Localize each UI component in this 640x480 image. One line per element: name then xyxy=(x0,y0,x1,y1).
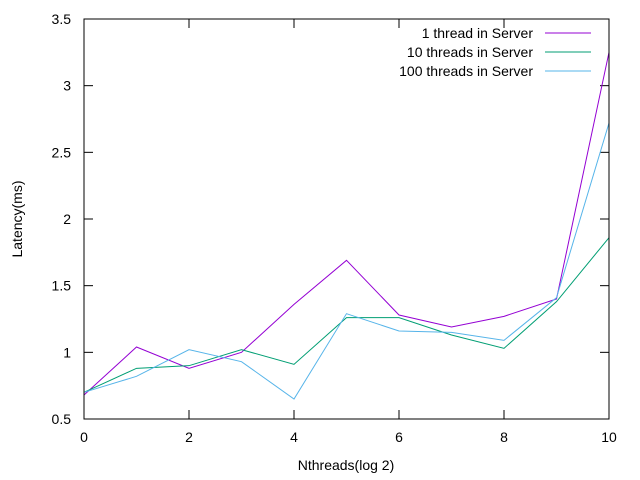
y-axis-label: Latency(ms) xyxy=(9,180,25,257)
y-tick-label: 2 xyxy=(63,211,71,227)
y-tick-label: 1 xyxy=(63,344,71,360)
y-tick-label: 2.5 xyxy=(52,144,72,160)
legend-label-1: 1 thread in Server xyxy=(422,25,534,41)
series-group xyxy=(83,52,610,400)
y-tick-labels: 0.5 1 1.5 2 2.5 3 3.5 xyxy=(52,11,72,427)
x-tick-label: 8 xyxy=(500,429,508,445)
x-tick-label: 4 xyxy=(290,429,298,445)
series-line-3 xyxy=(83,122,610,400)
x-axis-label: Nthreads(log 2) xyxy=(298,457,395,473)
x-tick-label: 0 xyxy=(80,429,88,445)
series-line-1 xyxy=(83,52,610,396)
x-tick-label: 6 xyxy=(395,429,403,445)
y-tick-label: 1.5 xyxy=(52,278,72,294)
plot-frame xyxy=(83,18,610,420)
ticks-group xyxy=(83,18,610,420)
x-tick-labels: 0 2 4 6 8 10 xyxy=(80,429,617,445)
x-tick-label: 2 xyxy=(185,429,193,445)
legend-label-3: 100 threads in Server xyxy=(399,63,533,79)
y-tick-label: 3.5 xyxy=(52,11,72,27)
legend: 1 thread in Server 10 threads in Server 10… xyxy=(399,25,591,79)
x-tick-label: 10 xyxy=(601,429,617,445)
y-tick-label: 3 xyxy=(63,78,71,94)
series-line-2 xyxy=(83,237,610,393)
y-tick-label: 0.5 xyxy=(52,411,72,427)
legend-label-2: 10 threads in Server xyxy=(407,44,533,60)
